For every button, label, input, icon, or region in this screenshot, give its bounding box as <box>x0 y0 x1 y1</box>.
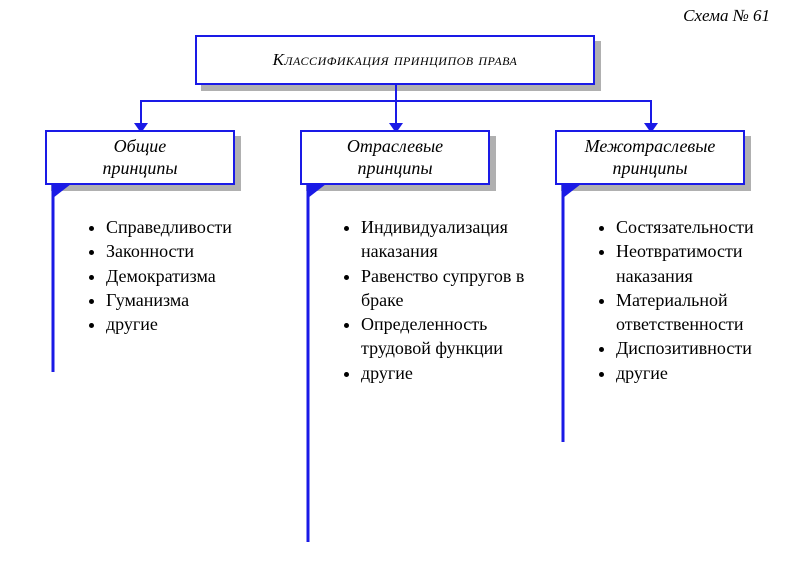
item-list-branch: Индивидуа­лизация наказанияРавенство суп… <box>325 215 551 385</box>
list-item: Неотвратимости наказания <box>616 239 800 288</box>
child-title: Межотраслевые принципы <box>585 136 716 179</box>
list-item: другие <box>616 361 800 385</box>
child-box-branch: Отраслевые принципы <box>300 130 490 185</box>
connector-segment <box>140 100 142 123</box>
item-list-interbranch: СостязательностиНеотвратимости наказания… <box>580 215 800 385</box>
list-item: Материальной ответственности <box>616 288 800 337</box>
child-title-line2: принципы <box>102 158 177 178</box>
list-item: Гуманизма <box>106 288 296 312</box>
list-item: Определен­ность трудовой функции <box>361 312 551 361</box>
connector-segment <box>395 100 397 123</box>
connector-segment <box>395 85 397 100</box>
child-title-line2: принципы <box>357 158 432 178</box>
child-box-interbranch: Межотраслевые принципы <box>555 130 745 185</box>
root-title: Классификация принципов права <box>273 50 518 70</box>
child-title-line1: Отраслевые <box>347 136 443 156</box>
child-title: Отраслевые принципы <box>347 136 443 179</box>
diagram-root: { "meta": { "scheme_label": "Схема № 61"… <box>0 0 800 562</box>
list-item: Индивидуа­лизация наказания <box>361 215 551 264</box>
scheme-number-label: Схема № 61 <box>683 6 770 26</box>
root-box: Классификация принципов права <box>195 35 595 85</box>
list-item: Состязательности <box>616 215 800 239</box>
list-item: Диспозитивности <box>616 336 800 360</box>
list-item: другие <box>361 361 551 385</box>
item-list-common: СправедливостиЗаконностиДемократизмаГума… <box>70 215 296 336</box>
child-title-line1: Общие <box>114 136 167 156</box>
child-title-line2: принципы <box>612 158 687 178</box>
child-title-line1: Межотраслевые <box>585 136 716 156</box>
child-box-common: Общие принципы <box>45 130 235 185</box>
connector-segment <box>650 100 652 123</box>
list-item: другие <box>106 312 296 336</box>
child-title: Общие принципы <box>102 136 177 179</box>
list-item: Справедливости <box>106 215 296 239</box>
list-item: Равенство супругов в браке <box>361 264 551 313</box>
list-item: Демократизма <box>106 264 296 288</box>
list-item: Законности <box>106 239 296 263</box>
